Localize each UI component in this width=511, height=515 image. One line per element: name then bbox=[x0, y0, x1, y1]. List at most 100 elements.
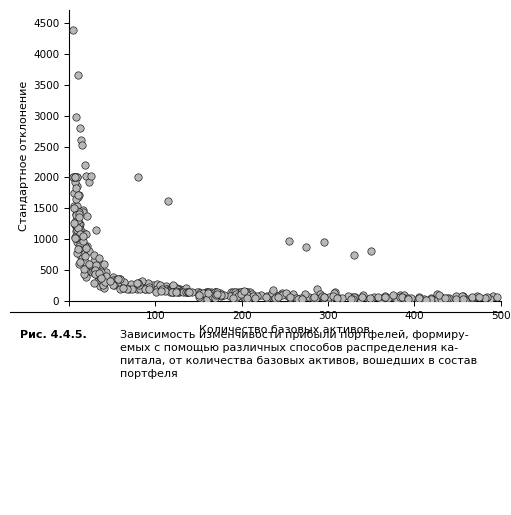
Point bbox=[158, 286, 166, 294]
Point bbox=[335, 294, 343, 302]
Point bbox=[72, 184, 80, 193]
Point bbox=[161, 282, 170, 290]
Point bbox=[98, 279, 106, 287]
Point bbox=[166, 285, 174, 293]
Point bbox=[80, 245, 88, 253]
Point bbox=[344, 291, 352, 300]
Point bbox=[326, 293, 334, 301]
Point bbox=[211, 288, 219, 296]
Point bbox=[70, 188, 78, 197]
Point bbox=[95, 254, 103, 262]
Point bbox=[79, 206, 87, 214]
Point bbox=[157, 287, 165, 295]
Point bbox=[350, 251, 358, 259]
Point bbox=[75, 245, 83, 253]
Point bbox=[168, 285, 176, 293]
Point bbox=[90, 263, 98, 271]
Point bbox=[427, 295, 435, 303]
Point bbox=[195, 293, 203, 301]
Point bbox=[240, 294, 248, 302]
Point bbox=[74, 193, 82, 201]
Point bbox=[263, 292, 271, 300]
Point bbox=[109, 273, 117, 282]
Point bbox=[119, 284, 127, 292]
Point bbox=[75, 223, 83, 231]
X-axis label: Количество базовых активов: Количество базовых активов bbox=[199, 325, 370, 335]
Point bbox=[141, 285, 149, 293]
Point bbox=[73, 207, 81, 215]
Point bbox=[72, 227, 80, 235]
Point bbox=[217, 291, 225, 300]
Point bbox=[227, 292, 236, 300]
Point bbox=[80, 270, 88, 279]
Point bbox=[330, 292, 338, 300]
Point bbox=[91, 264, 100, 272]
Point bbox=[91, 266, 100, 274]
Point bbox=[85, 247, 93, 255]
Point bbox=[301, 290, 309, 299]
Point bbox=[407, 294, 415, 302]
Point bbox=[333, 294, 341, 302]
Point bbox=[437, 295, 445, 303]
Point bbox=[350, 295, 358, 303]
Point bbox=[462, 295, 471, 303]
Point bbox=[164, 197, 172, 205]
Y-axis label: Стандартное отклонение: Стандартное отклонение bbox=[19, 81, 29, 231]
Point bbox=[381, 292, 389, 300]
Point bbox=[282, 290, 290, 299]
Point bbox=[262, 293, 270, 301]
Point bbox=[271, 295, 279, 303]
Point bbox=[203, 288, 212, 296]
Point bbox=[467, 296, 475, 304]
Point bbox=[75, 260, 83, 268]
Point bbox=[82, 267, 90, 275]
Point bbox=[294, 295, 303, 303]
Point bbox=[237, 288, 245, 296]
Point bbox=[400, 294, 408, 302]
Point bbox=[204, 288, 212, 296]
Point bbox=[457, 293, 466, 301]
Point bbox=[95, 269, 103, 278]
Point bbox=[234, 291, 242, 300]
Point bbox=[352, 293, 360, 301]
Point bbox=[297, 295, 306, 303]
Point bbox=[74, 224, 82, 232]
Point bbox=[320, 238, 328, 247]
Point bbox=[404, 294, 412, 302]
Point bbox=[114, 279, 123, 287]
Point bbox=[228, 288, 237, 296]
Point bbox=[95, 271, 103, 280]
Point bbox=[134, 281, 143, 289]
Point bbox=[367, 246, 375, 254]
Point bbox=[202, 288, 211, 296]
Point bbox=[356, 295, 364, 303]
Point bbox=[88, 268, 96, 277]
Point bbox=[73, 174, 81, 182]
Point bbox=[237, 290, 245, 299]
Point bbox=[123, 285, 131, 293]
Point bbox=[102, 271, 110, 280]
Point bbox=[248, 289, 257, 298]
Point bbox=[267, 291, 275, 300]
Point bbox=[182, 288, 190, 296]
Point bbox=[75, 227, 83, 235]
Point bbox=[257, 290, 265, 299]
Point bbox=[445, 294, 453, 302]
Point bbox=[169, 281, 177, 289]
Point bbox=[96, 282, 104, 290]
Point bbox=[207, 292, 216, 300]
Point bbox=[460, 296, 469, 304]
Point bbox=[97, 273, 105, 282]
Point bbox=[145, 283, 153, 291]
Point bbox=[318, 291, 326, 300]
Point bbox=[153, 285, 161, 293]
Point bbox=[144, 279, 152, 287]
Point bbox=[72, 221, 80, 229]
Point bbox=[285, 236, 293, 245]
Point bbox=[212, 290, 220, 299]
Point bbox=[116, 274, 124, 283]
Point bbox=[241, 288, 249, 296]
Point bbox=[174, 284, 182, 293]
Point bbox=[85, 261, 94, 269]
Point bbox=[404, 295, 412, 303]
